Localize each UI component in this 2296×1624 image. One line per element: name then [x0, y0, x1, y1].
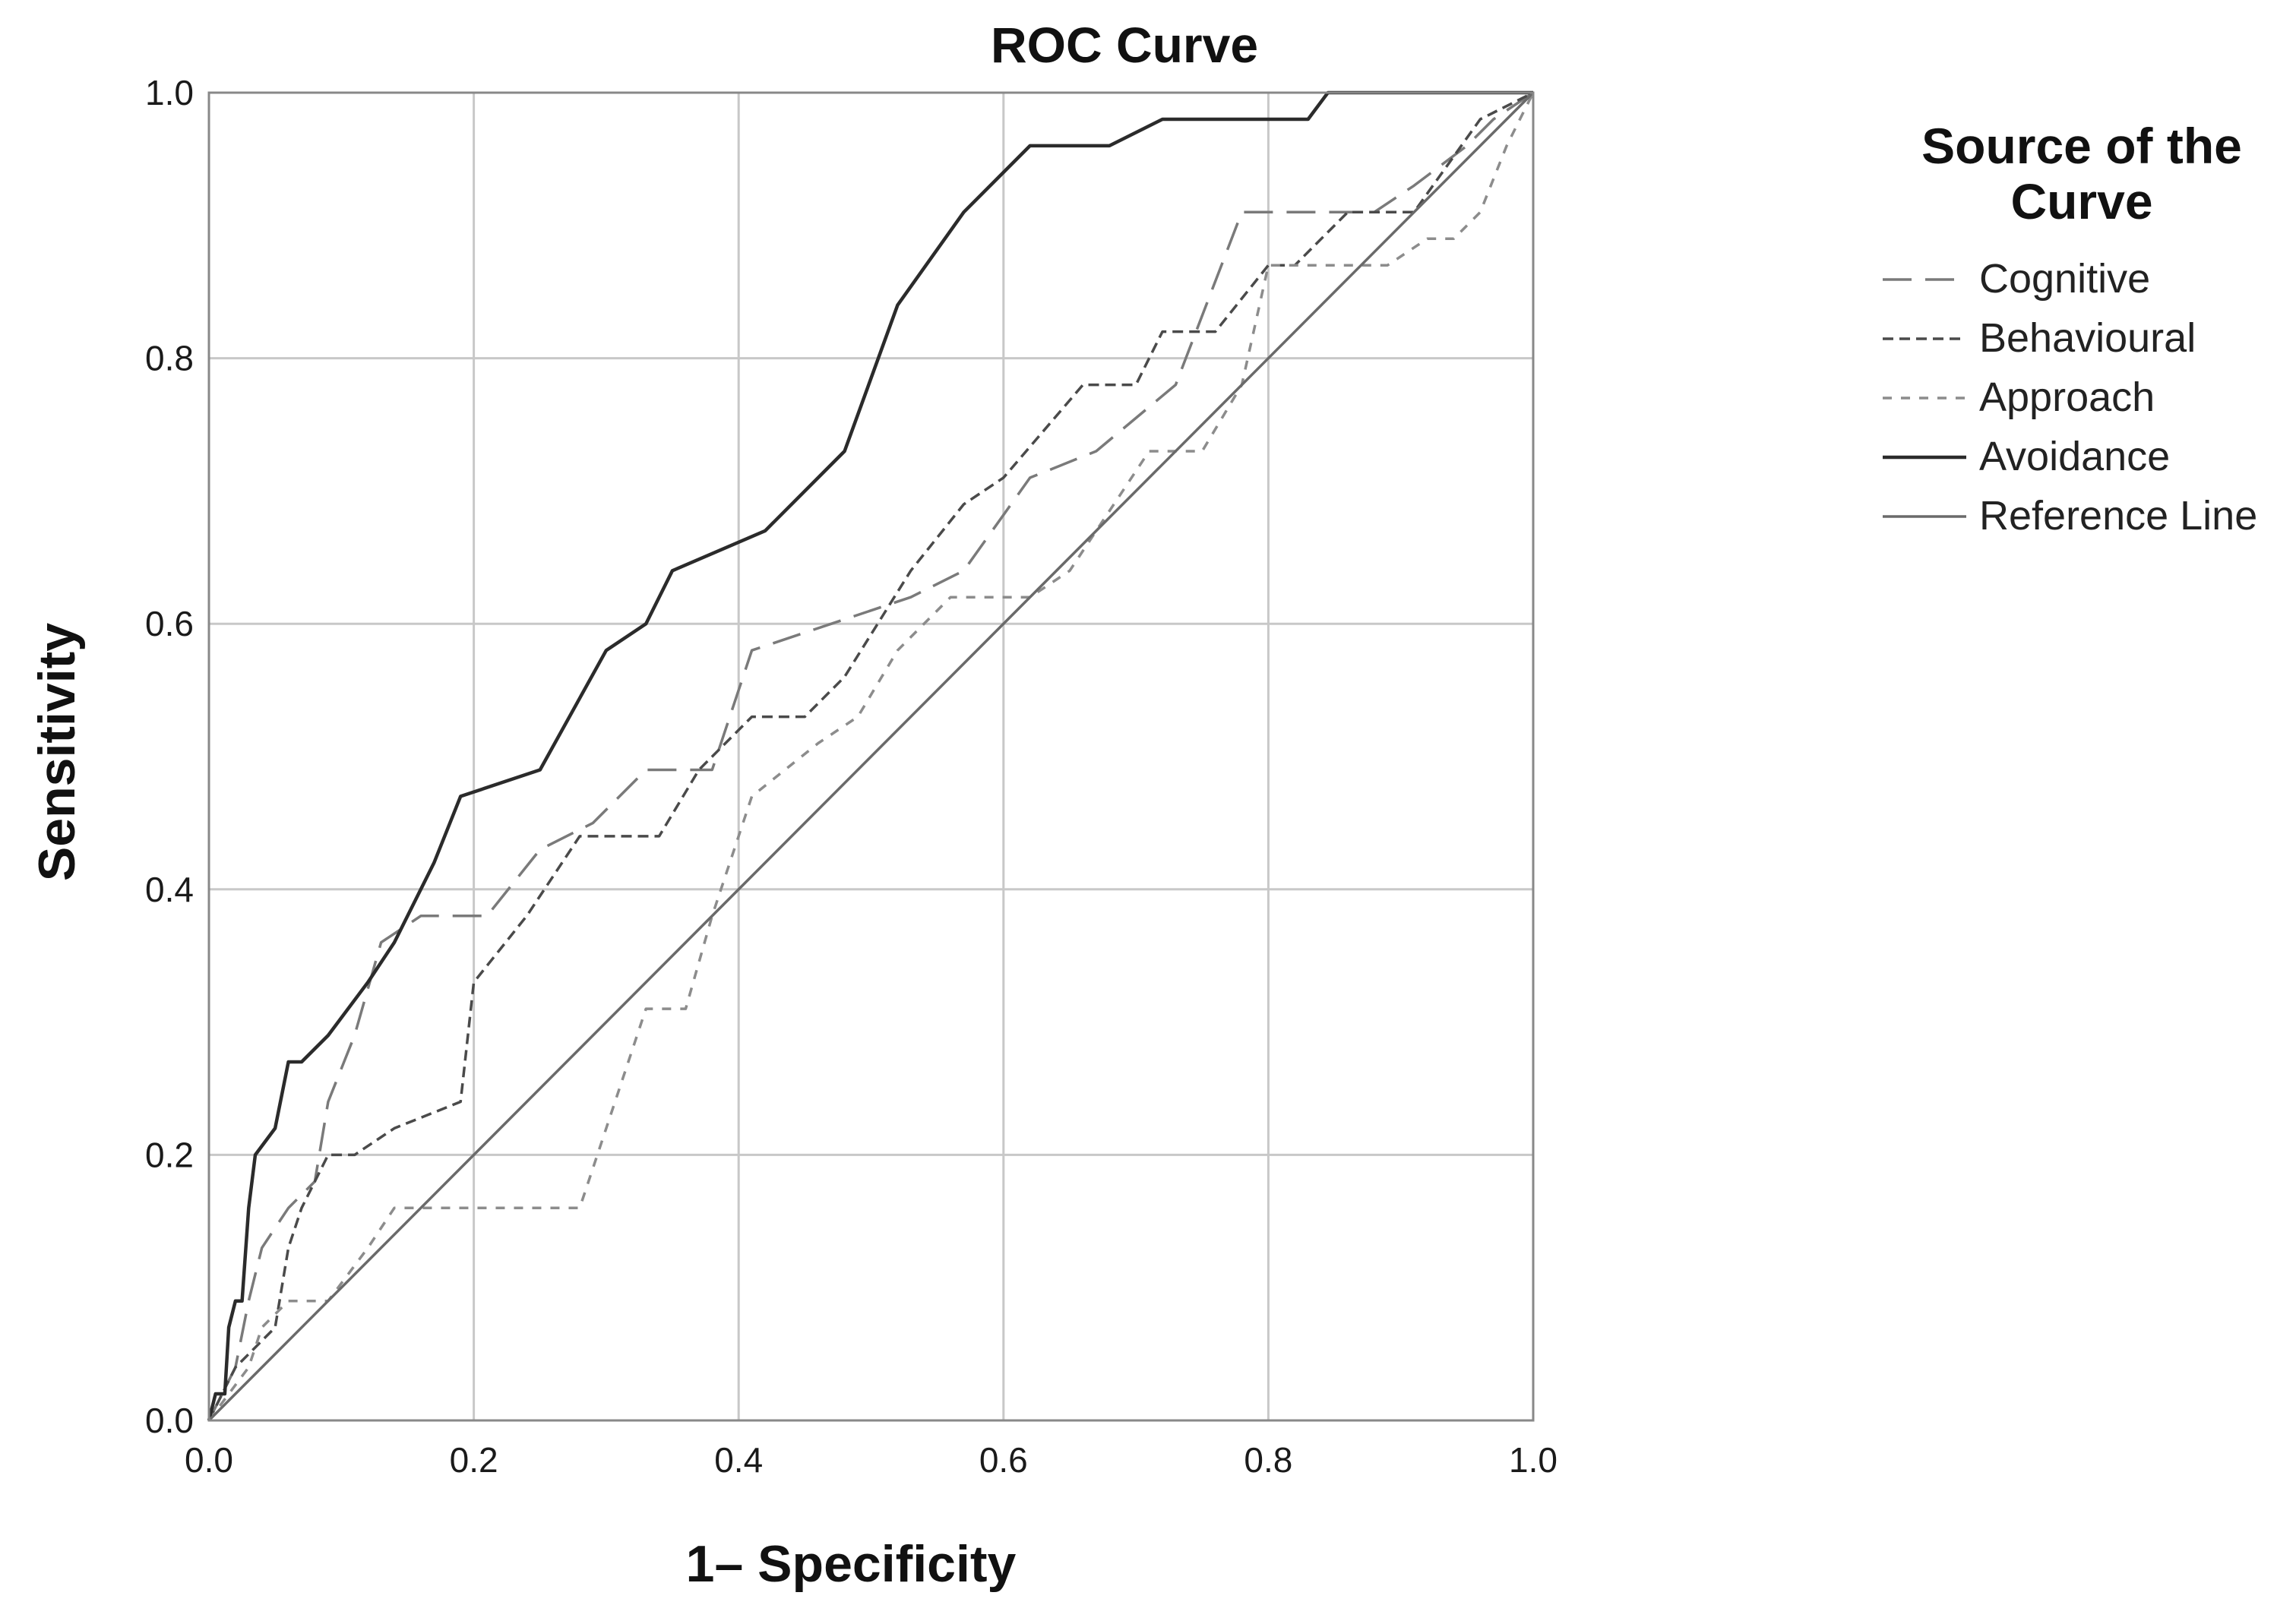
legend-label: Reference Line [1979, 493, 2257, 539]
plot-frame [207, 91, 1535, 1422]
series-behavioural [207, 91, 1534, 1421]
legend-title-line1: Source of the [1921, 118, 2242, 174]
series-reference-line [207, 91, 1535, 1422]
series-avoidance [207, 90, 1533, 1421]
y-tick-label: 0.8 [145, 339, 194, 378]
legend-label: Cognitive [1979, 256, 2150, 302]
legend-items: Cognitive Behavioural Approach Avoidance Ref… [1883, 256, 2257, 539]
chart-title: ROC Curve [991, 17, 1258, 73]
x-tick-labels: 0.0 0.2 0.4 0.6 0.8 1.0 [185, 1440, 1558, 1480]
series-approach [207, 92, 1535, 1422]
series-cognitive [207, 91, 1534, 1421]
y-axis-title: Sensitivity [28, 623, 86, 881]
y-tick-labels: 0.0 0.2 0.4 0.6 0.8 1.0 [145, 73, 194, 1440]
series-lines [207, 90, 1535, 1422]
x-tick-label: 0.6 [979, 1440, 1028, 1480]
y-tick-label: 0.4 [145, 870, 194, 909]
legend-label: Behavioural [1979, 315, 2196, 361]
y-tick-label: 0.6 [145, 604, 194, 643]
x-tick-label: 1.0 [1509, 1440, 1558, 1480]
y-tick-label: 0.0 [145, 1401, 194, 1440]
legend: Source of the Curve Cognitive Behavioural… [1883, 118, 2257, 539]
x-axis-title: 1– Specificity [686, 1535, 1017, 1593]
legend-label: Avoidance [1979, 434, 2170, 479]
x-tick-label: 0.8 [1244, 1440, 1292, 1480]
legend-label: Approach [1979, 374, 2155, 420]
legend-title-line2: Curve [2010, 173, 2152, 229]
x-tick-label: 0.2 [450, 1440, 498, 1480]
y-tick-label: 1.0 [145, 73, 194, 112]
y-tick-label: 0.2 [145, 1135, 194, 1174]
x-tick-label: 0.4 [714, 1440, 763, 1480]
x-tick-label: 0.0 [185, 1440, 233, 1480]
